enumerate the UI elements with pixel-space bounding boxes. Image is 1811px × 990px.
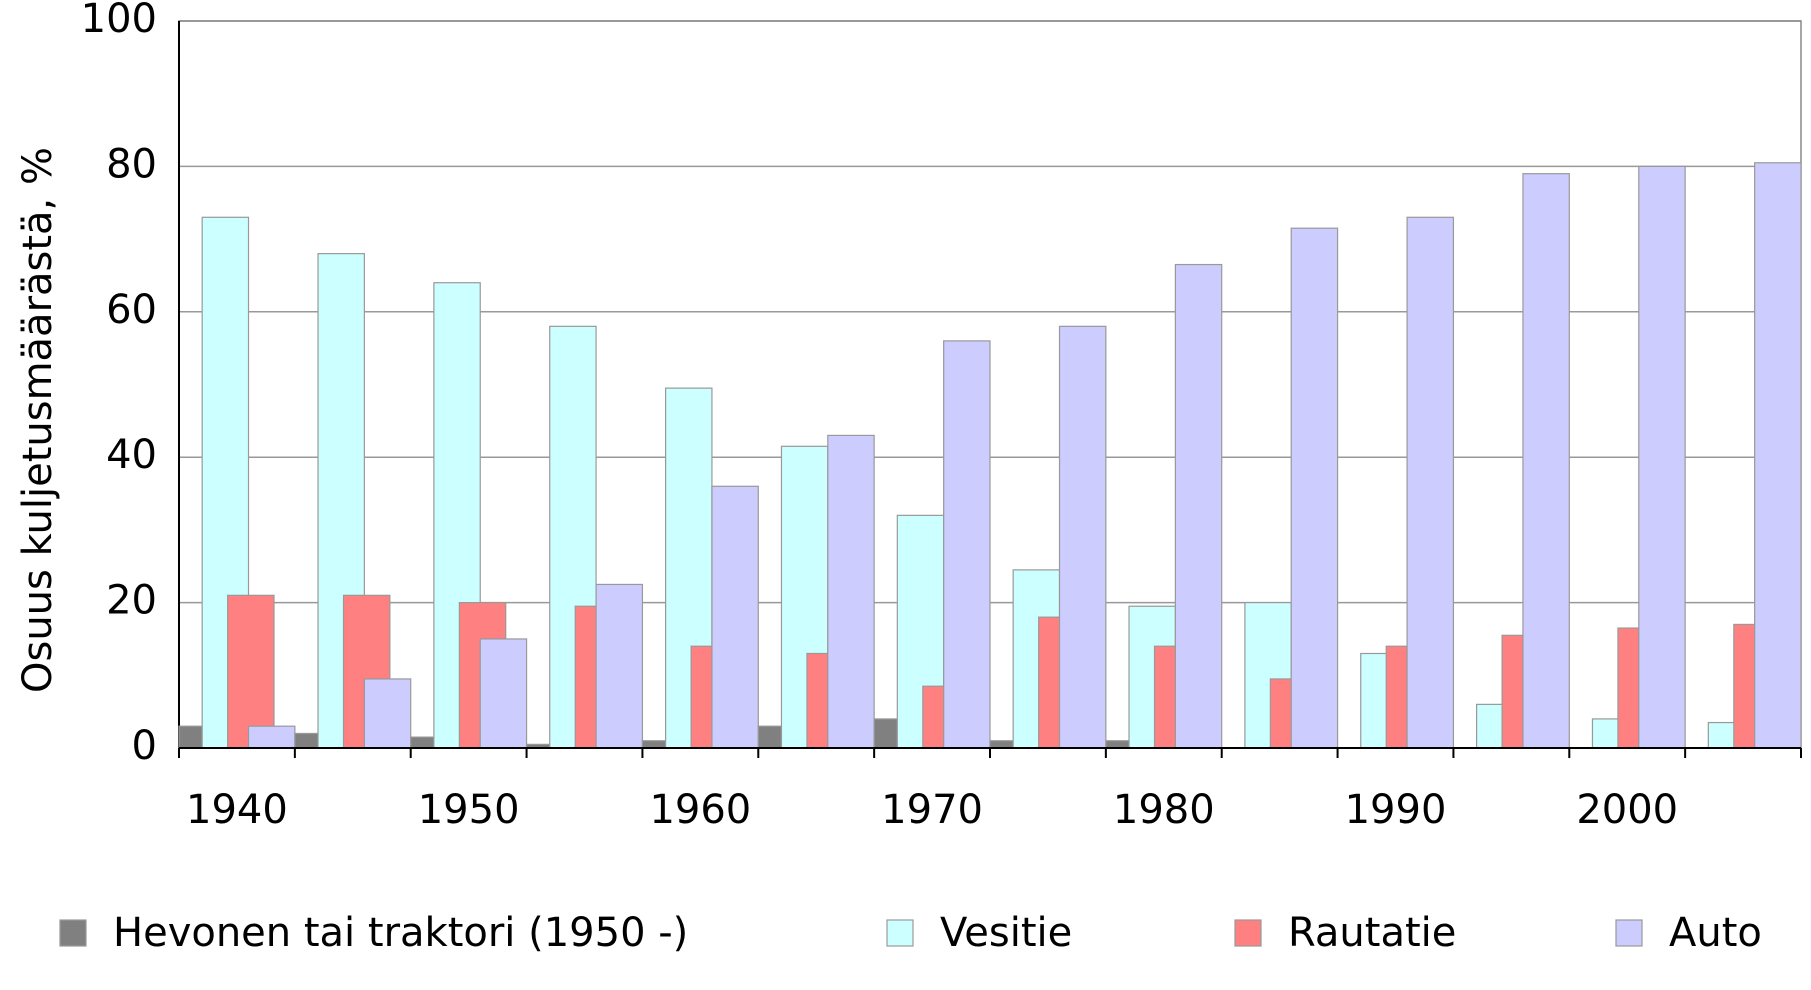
bar [1174,263,1223,749]
legend-label: Hevonen tai traktori (1950 -) [113,910,688,956]
bar [1754,162,1802,749]
legend-label: Auto [1669,910,1762,956]
bar [1406,216,1455,749]
bar [641,740,667,749]
legend-swatch [1615,919,1643,947]
bar [989,740,1014,749]
bar [827,434,875,749]
bar [1058,325,1107,749]
bar [757,725,783,749]
x-tick-label: 1980 [1113,787,1215,833]
bar [1522,173,1570,749]
bar [479,638,528,749]
x-tick-label: 1990 [1345,787,1447,833]
bar [178,725,203,749]
y-tick-label: 40 [106,432,157,478]
legend-label: Rautatie [1288,910,1456,956]
y-tick-label: 20 [106,578,157,624]
bar [247,725,296,749]
legend-swatch [1234,919,1262,947]
x-tick-label: 1960 [649,787,751,833]
y-axis-label: Osuus kuljetusmäärästä, % [15,147,61,693]
bar [1105,740,1130,749]
x-tick-label: 1970 [881,787,983,833]
y-tick-label: 100 [81,0,157,42]
legend-swatch [886,919,914,947]
y-tick-label: 80 [106,141,157,187]
bar [1290,227,1339,749]
y-tick-label: 60 [106,287,157,333]
legend-label: Vesitie [940,910,1072,956]
bar [873,718,898,749]
bar [711,485,759,749]
bar [943,340,991,749]
bar [410,736,435,749]
bar [363,678,412,749]
x-tick-label: 1940 [186,787,288,833]
legend-swatch [59,919,87,947]
x-tick-label: 1950 [418,787,520,833]
bar [1638,165,1686,749]
bar [227,594,275,749]
y-tick-label: 0 [132,723,157,769]
x-tick-label: 2000 [1576,787,1678,833]
bar [595,583,644,749]
bar [294,732,319,749]
